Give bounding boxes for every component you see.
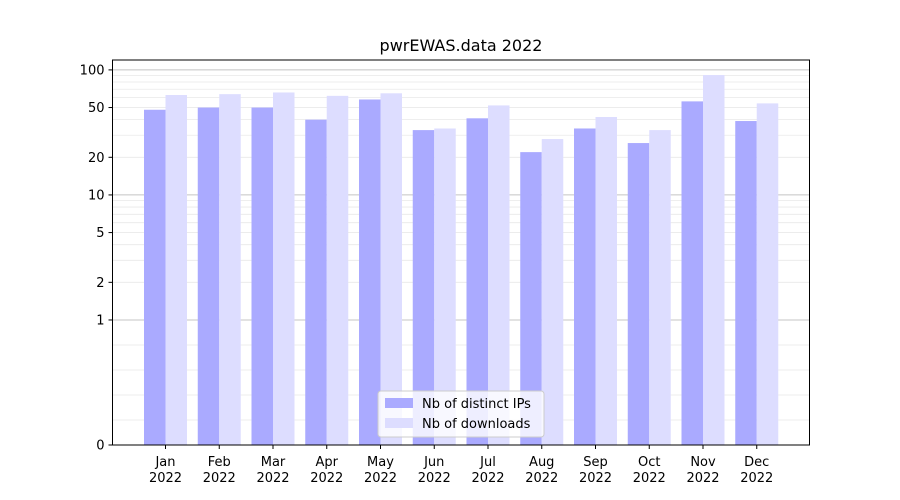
bar (595, 117, 617, 445)
plot-frame (112, 59, 810, 446)
x-tick-label: May 2022 (364, 455, 397, 486)
bar (219, 94, 241, 446)
x-tick-label: Dec 2022 (740, 455, 773, 486)
x-tick-label: Mar 2022 (256, 455, 289, 486)
y-tick-label: 100 (80, 63, 105, 78)
bar (305, 119, 327, 446)
bar (574, 128, 596, 445)
bar (359, 99, 381, 446)
bar (466, 118, 488, 445)
bar (326, 95, 349, 446)
x-tick-label: Aug 2022 (525, 455, 558, 486)
x-tick-label: Jul 2022 (471, 455, 504, 486)
x-tick-label: Nov 2022 (686, 455, 719, 486)
y-tick-label: 5 (96, 226, 104, 241)
legend-swatch (385, 398, 413, 408)
bar (165, 94, 187, 446)
bar (144, 109, 166, 445)
x-tick-label: Jan 2022 (149, 455, 182, 486)
bar (756, 103, 779, 446)
bar (627, 143, 650, 445)
bar (681, 101, 703, 445)
y-tick-label: 2 (96, 276, 104, 291)
legend-label: Nb of distinct IPs (422, 397, 531, 412)
bar (251, 107, 273, 446)
y-tick-label: 50 (88, 101, 105, 116)
chart-title: pwrEWAS.data 2022 (380, 36, 543, 55)
legend: Nb of distinct IPs Nb of downloads (377, 390, 545, 438)
x-tick-label: Sep 2022 (579, 455, 612, 486)
x-tick-label: Oct 2022 (633, 455, 666, 486)
legend-label: Nb of downloads (422, 417, 531, 432)
bar (488, 105, 510, 446)
bar (703, 75, 725, 445)
x-tick-label: Feb 2022 (203, 455, 236, 486)
bar (434, 128, 456, 445)
x-tick-label: Apr 2022 (310, 455, 343, 486)
bar (735, 121, 757, 446)
bar (520, 152, 542, 445)
bar (412, 130, 435, 445)
bar (541, 139, 564, 445)
bars (144, 75, 779, 446)
y-tick-label: 0 (96, 439, 104, 454)
bar (380, 93, 402, 446)
legend-box (377, 390, 545, 438)
bar (273, 92, 295, 446)
bar (649, 130, 671, 445)
y-tick-label: 1 (96, 313, 104, 328)
y-axis: 0 1 2 5 10 20 50 100 (80, 63, 113, 454)
x-tick-label: Jun 2022 (418, 455, 451, 486)
legend-swatch (385, 418, 413, 428)
y-tick-label: 10 (88, 188, 105, 203)
x-axis: Jan 2022 Feb 2022 Mar 2022 Apr 2022 May 2022 Jun 20… (149, 445, 773, 486)
bar (197, 107, 220, 446)
y-tick-label: 20 (88, 151, 105, 166)
